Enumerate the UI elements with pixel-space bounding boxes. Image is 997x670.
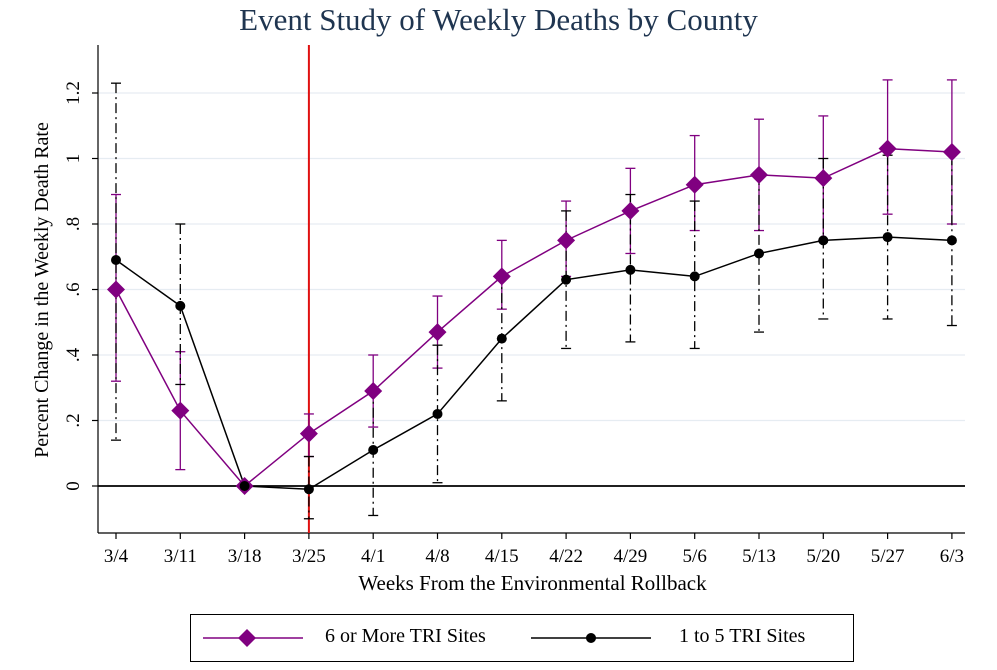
data-point-s1-7 <box>557 231 576 250</box>
legend-entry-series-2: 1 to 5 TRI Sites <box>523 615 843 661</box>
data-point-s1-13 <box>942 142 961 161</box>
data-point-s2-4 <box>368 444 379 455</box>
series-line-2 <box>115 236 952 491</box>
chart-title: Event Study of Weekly Deaths by County <box>239 2 758 37</box>
data-point-s1-10 <box>750 165 768 184</box>
series-line-1 <box>115 147 952 488</box>
x-tick-label-1: 3/11 <box>164 546 197 567</box>
y-tick-label-0: 0 <box>63 481 84 491</box>
x-tick-label-6: 4/15 <box>485 546 519 567</box>
data-point-s2-3 <box>303 484 314 495</box>
x-tick-label-5: 4/8 <box>425 546 449 567</box>
x-tick-label-4: 4/1 <box>361 546 385 567</box>
data-point-s1-8 <box>621 201 640 220</box>
x-tick-label-12: 5/27 <box>871 546 905 567</box>
y-tick-label-6: 1.2 <box>63 81 84 105</box>
data-point-s1-1 <box>171 401 190 420</box>
legend-label-series-2: 1 to 5 TRI Sites <box>679 625 806 647</box>
y-tick-label-2: .4 <box>63 347 84 362</box>
data-point-s2-10 <box>754 248 764 259</box>
data-point-s2-9 <box>689 271 700 282</box>
data-point-s2-11 <box>818 235 829 246</box>
series-2 <box>111 82 957 520</box>
data-point-s2-12 <box>882 232 893 243</box>
x-tick-label-3: 3/25 <box>292 546 326 567</box>
data-point-s2-6 <box>496 333 507 344</box>
y-tick-label-5: 1 <box>63 154 84 164</box>
x-tick-label-11: 5/20 <box>806 546 840 567</box>
data-point-s2-0 <box>111 255 121 266</box>
y-tick-label-4: .8 <box>63 217 84 231</box>
x-axis-label: Weeks From the Environmental Rollback <box>358 571 707 595</box>
legend-entry-series-1: 6 or More TRI Sites <box>199 615 519 661</box>
legend-swatch-circle-icon <box>531 633 651 643</box>
x-tick-label-13: 6/3 <box>940 546 964 567</box>
legend: 6 or More TRI Sites 1 to 5 TRI Sites <box>190 614 854 662</box>
data-point-s2-5 <box>432 408 443 419</box>
data-point-s1-12 <box>878 139 897 158</box>
data-point-s1-4 <box>364 382 383 401</box>
data-point-s1-6 <box>492 267 511 286</box>
series-1 <box>111 79 957 471</box>
x-tick-label-10: 5/13 <box>742 546 776 567</box>
data-point-s1-3 <box>299 424 318 443</box>
legend-label-series-1: 6 or More TRI Sites <box>325 625 486 647</box>
data-point-s1-5 <box>428 323 447 342</box>
data-point-s1-11 <box>814 169 833 188</box>
data-point-s2-7 <box>561 274 572 285</box>
x-tick-label-2: 3/18 <box>228 546 262 567</box>
x-tick-label-9: 5/6 <box>683 546 707 567</box>
x-tick-label-8: 4/29 <box>614 546 648 567</box>
data-point-s2-1 <box>175 300 186 311</box>
data-point-s1-0 <box>107 280 125 299</box>
y-tick-label-3: .6 <box>63 282 84 296</box>
data-point-s2-2 <box>239 481 250 491</box>
data-point-s2-13 <box>946 235 957 246</box>
data-point-s1-9 <box>685 175 704 194</box>
x-tick-label-0: 3/4 <box>104 546 129 567</box>
data-point-s2-8 <box>625 264 636 275</box>
y-axis-label: Percent Change in the Weekly Death Rate <box>31 122 53 458</box>
x-tick-label-7: 4/22 <box>549 546 583 567</box>
y-tick-label-1: .2 <box>63 413 84 427</box>
legend-swatch-diamond-icon <box>203 629 303 647</box>
